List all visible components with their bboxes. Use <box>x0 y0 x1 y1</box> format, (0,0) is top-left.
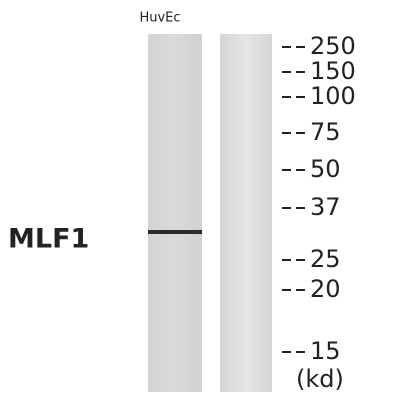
marker-label: 250 <box>310 32 356 60</box>
marker-label: 50 <box>310 155 341 183</box>
marker-label: 75 <box>310 118 341 146</box>
marker-label: 15 <box>310 337 341 365</box>
sample-label: HuvEc <box>139 11 180 26</box>
marker-label: 25 <box>310 245 341 273</box>
lane-2 <box>220 34 272 392</box>
marker-label: 37 <box>310 193 341 221</box>
band <box>148 230 202 234</box>
marker-label: 20 <box>310 275 341 303</box>
unit-label: (kd) <box>296 365 344 393</box>
blot-figure: HuvEc MLF1 250150100 75 50 37 2520 15(kd) <box>0 0 398 394</box>
marker-label: 100 <box>310 82 356 110</box>
lane-1 <box>148 34 202 392</box>
protein-label: MLF1 <box>8 224 89 255</box>
marker-label: 150 <box>310 57 356 85</box>
